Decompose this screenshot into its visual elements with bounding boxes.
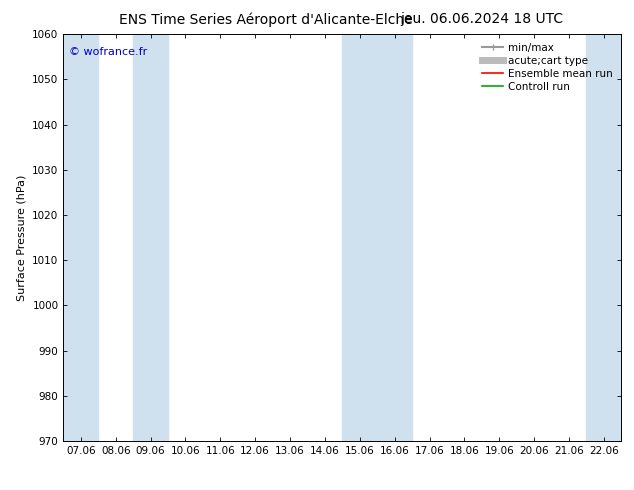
Bar xyxy=(377,34,412,441)
Bar xyxy=(586,34,621,441)
Legend: min/max, acute;cart type, Ensemble mean run, Controll run: min/max, acute;cart type, Ensemble mean … xyxy=(479,40,616,95)
Bar xyxy=(63,34,98,441)
Text: © wofrance.fr: © wofrance.fr xyxy=(69,47,147,56)
Text: jeu. 06.06.2024 18 UTC: jeu. 06.06.2024 18 UTC xyxy=(400,12,564,26)
Text: ENS Time Series Aéroport d'Alicante-Elche: ENS Time Series Aéroport d'Alicante-Elch… xyxy=(119,12,413,27)
Bar xyxy=(342,34,377,441)
Y-axis label: Surface Pressure (hPa): Surface Pressure (hPa) xyxy=(16,174,27,301)
Bar xyxy=(133,34,168,441)
